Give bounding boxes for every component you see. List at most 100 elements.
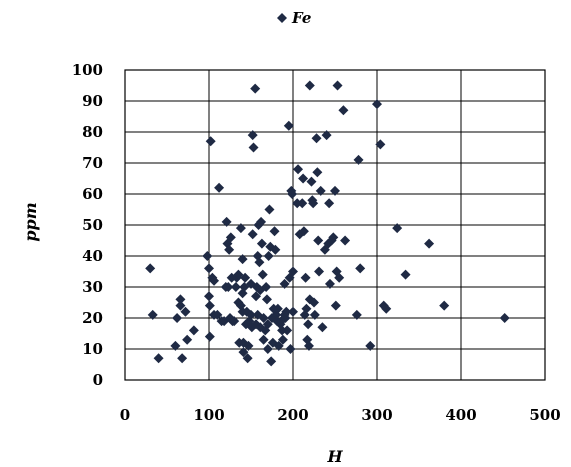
data-point — [261, 282, 272, 292]
y-tick-label: 10 — [82, 340, 103, 358]
data-point — [273, 340, 284, 351]
data-point — [298, 173, 309, 184]
y-tick-label: 50 — [82, 216, 103, 234]
data-point — [221, 216, 232, 227]
data-point — [147, 309, 158, 320]
data-point — [303, 340, 314, 351]
data-point — [283, 120, 294, 131]
data-point — [257, 269, 268, 280]
data-point — [205, 136, 216, 147]
x-tick-label: 400 — [445, 406, 476, 424]
data-point — [311, 133, 322, 144]
data-point — [332, 80, 343, 91]
y-tick-label: 80 — [82, 123, 103, 141]
data-points — [145, 80, 510, 367]
data-point — [293, 164, 304, 175]
data-point — [175, 300, 186, 311]
data-point — [303, 319, 314, 330]
data-point — [315, 185, 326, 196]
y-tick-label: 100 — [72, 61, 103, 79]
data-point — [250, 83, 261, 94]
data-point — [330, 300, 341, 311]
data-point — [312, 167, 323, 178]
data-point — [372, 99, 382, 110]
data-point — [351, 309, 362, 320]
data-point — [266, 356, 277, 367]
data-point — [262, 319, 273, 330]
data-point — [230, 282, 241, 292]
data-point — [328, 232, 339, 243]
data-point — [280, 313, 291, 323]
data-point — [225, 232, 236, 243]
data-point — [270, 244, 281, 255]
data-point — [170, 340, 181, 351]
data-point — [214, 182, 225, 193]
data-point — [175, 294, 186, 305]
x-tick-labels: 0 100 200 300 400 500 — [120, 406, 561, 424]
data-point — [247, 130, 258, 141]
data-point — [499, 313, 510, 323]
data-point — [247, 229, 258, 240]
data-point — [172, 313, 183, 323]
data-point — [204, 291, 214, 302]
y-tick-label: 30 — [82, 278, 103, 296]
data-point — [439, 300, 450, 311]
data-point — [287, 189, 298, 199]
data-point — [321, 130, 332, 141]
data-point — [235, 223, 246, 234]
data-point — [309, 309, 320, 320]
data-point — [297, 198, 308, 209]
data-point — [262, 344, 273, 354]
data-point — [182, 334, 193, 345]
data-point — [282, 325, 293, 336]
data-point — [263, 251, 274, 261]
data-point — [258, 334, 269, 345]
data-point — [204, 300, 215, 311]
data-point — [375, 139, 386, 150]
data-point — [238, 347, 249, 358]
data-point — [204, 263, 214, 274]
data-point — [264, 204, 275, 215]
plot-area-frame — [124, 69, 546, 381]
x-tick-label: 300 — [361, 406, 392, 424]
x-tick-label: 0 — [120, 406, 130, 424]
data-point — [365, 340, 376, 351]
y-tick-label: 60 — [82, 185, 103, 203]
data-point — [277, 325, 288, 336]
data-point — [242, 353, 253, 364]
y-tick-label: 70 — [82, 154, 103, 172]
data-point — [251, 291, 262, 302]
data-point — [261, 294, 272, 305]
data-point — [258, 313, 269, 323]
data-point — [292, 198, 303, 209]
data-point — [243, 340, 254, 351]
legend: Fe — [277, 9, 311, 27]
data-point — [308, 198, 319, 209]
data-point — [256, 238, 267, 249]
data-point — [340, 235, 351, 246]
data-point — [188, 325, 199, 336]
data-point — [381, 303, 392, 314]
data-point — [269, 226, 280, 237]
x-tick-label: 100 — [193, 406, 224, 424]
data-point — [338, 105, 349, 116]
x-tick-label: 500 — [529, 406, 560, 424]
data-point — [153, 353, 164, 364]
data-point — [272, 303, 283, 314]
data-point — [248, 142, 259, 153]
grid-lines — [124, 69, 546, 381]
data-point — [317, 322, 328, 333]
x-axis-title: H — [326, 447, 343, 466]
data-point — [240, 272, 251, 283]
data-point — [392, 223, 403, 234]
y-axis-title: ppm — [21, 202, 40, 241]
data-point — [277, 334, 288, 345]
data-point — [254, 257, 265, 268]
data-point — [285, 344, 296, 354]
y-tick-label: 20 — [82, 309, 103, 327]
y-tick-label: 0 — [93, 371, 103, 389]
data-point — [202, 251, 213, 261]
y-tick-label: 90 — [82, 92, 103, 110]
data-point — [324, 198, 335, 209]
